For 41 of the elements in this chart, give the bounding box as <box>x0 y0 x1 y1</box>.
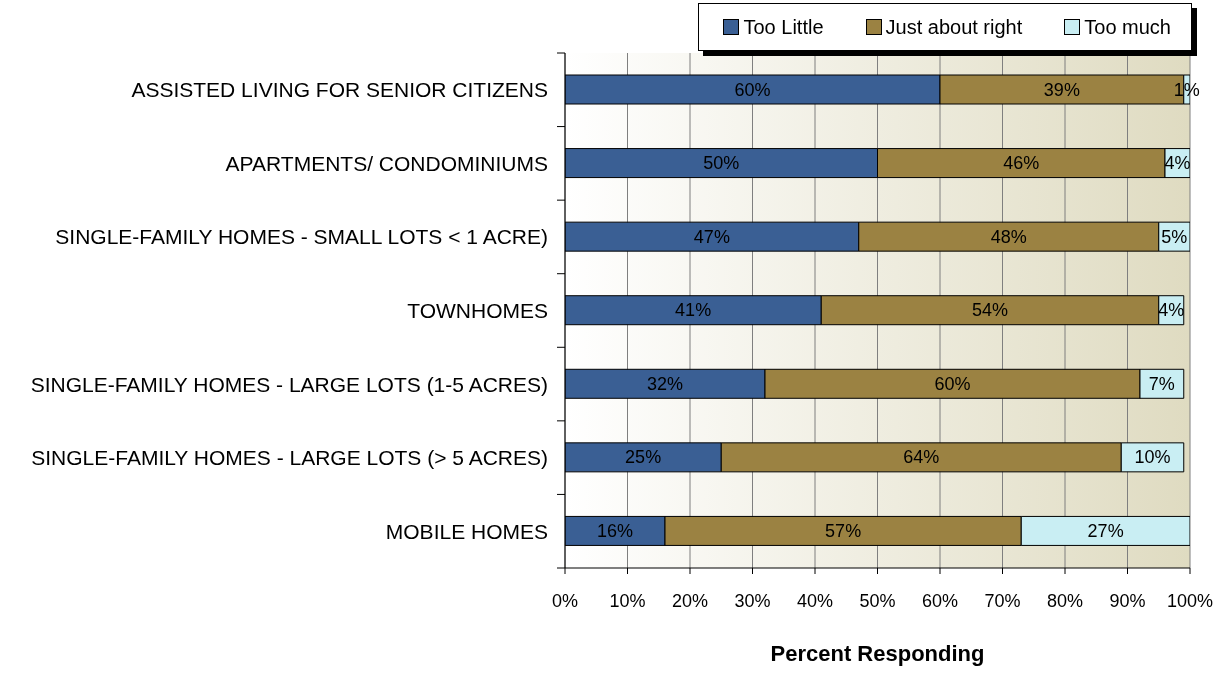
x-tick-label: 0% <box>551 590 579 611</box>
data-label: 10% <box>1134 447 1171 468</box>
x-tick-label: 100% <box>1166 590 1214 611</box>
x-axis-title: Percent Responding <box>770 641 985 666</box>
data-label: 60% <box>734 79 771 100</box>
x-tick-label: 40% <box>796 590 834 611</box>
y-tick-label: SINGLE-FAMILY HOMES - LARGE LOTS (> 5 ACRES) <box>31 446 548 470</box>
data-label: 50% <box>703 153 740 174</box>
y-tick-label: APARTMENTS/ CONDOMINIUMS <box>225 151 548 175</box>
legend-label: Just about right <box>885 15 1023 39</box>
x-tick-label: 30% <box>734 590 771 611</box>
data-label: 48% <box>990 226 1027 247</box>
data-label: 7% <box>1148 373 1175 394</box>
x-tick-label: 50% <box>859 590 896 611</box>
y-tick-label: TOWNHOMES <box>407 299 548 322</box>
data-label: 57% <box>825 520 862 541</box>
y-tick-label: MOBILE HOMES <box>385 519 548 543</box>
data-label: 32% <box>646 373 684 394</box>
data-label: 16% <box>596 520 634 541</box>
y-tick-label: SINGLE-FAMILY HOMES - SMALL LOTS < 1 ACRE) <box>55 225 548 249</box>
x-tick-label: 10% <box>609 590 646 611</box>
x-tick-label: 60% <box>921 590 959 611</box>
data-label: 4% <box>1164 153 1191 174</box>
x-tick-label: 70% <box>984 590 1021 611</box>
x-tick-label: 80% <box>1046 590 1084 611</box>
data-label: 64% <box>903 447 940 468</box>
data-label: 27% <box>1087 520 1124 541</box>
data-label: 46% <box>1003 153 1040 174</box>
x-tick-label: 20% <box>671 590 709 611</box>
legend-label: Too Little <box>743 15 824 39</box>
data-label: 54% <box>971 300 1009 321</box>
y-tick-label: SINGLE-FAMILY HOMES - LARGE LOTS (1-5 ACRES) <box>30 372 548 396</box>
data-label: 47% <box>693 226 730 247</box>
data-label: 41% <box>675 300 712 321</box>
data-label: 25% <box>625 447 662 468</box>
data-label: 60% <box>934 373 971 394</box>
legend-label: Too much <box>1084 15 1171 39</box>
x-tick-label: 90% <box>1109 590 1146 611</box>
data-label: 39% <box>1043 79 1080 100</box>
y-tick-label: ASSISTED LIVING FOR SENIOR CITIZENS <box>131 78 548 102</box>
data-label: 5% <box>1161 226 1188 247</box>
